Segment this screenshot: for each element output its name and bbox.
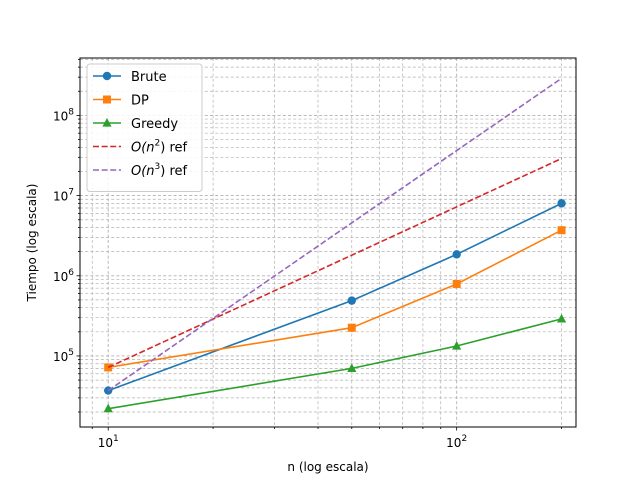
- data-point: [102, 71, 112, 81]
- x-axis-label: n (log escala): [287, 460, 368, 474]
- legend-entry: O(n3) ref: [93, 162, 188, 179]
- y-tick-label: 107: [53, 188, 74, 204]
- data-point: [557, 226, 566, 235]
- data-point: [556, 313, 567, 323]
- legend-entry: O(n2) ref: [93, 139, 188, 156]
- legend-entry: Brute: [93, 70, 167, 85]
- x-tick-label: 102: [446, 434, 467, 450]
- series-line: [107, 77, 563, 392]
- legend-label: Brute: [131, 70, 167, 85]
- series-line: [108, 229, 562, 369]
- legend-label: Greedy: [131, 117, 178, 132]
- ticks: 101 102 105 106 107 108: [53, 58, 562, 450]
- series-4: [107, 77, 563, 392]
- x-tick-label: 101: [98, 434, 119, 450]
- legend-box: [86, 63, 203, 192]
- legend-entry: Greedy: [93, 117, 178, 132]
- data-point: [102, 118, 112, 127]
- series-line: [107, 157, 562, 369]
- data-point: [347, 296, 356, 305]
- plot-frame: [79, 57, 577, 428]
- y-tick-label: 108: [53, 107, 74, 123]
- data-point: [557, 199, 566, 208]
- series-1: [104, 226, 566, 372]
- data-point: [104, 363, 113, 372]
- grid: [80, 58, 576, 427]
- legend-label: O(n3) ref: [131, 162, 188, 179]
- legend-label: DP: [131, 94, 149, 109]
- data-point: [452, 279, 461, 288]
- data-point: [347, 323, 356, 332]
- series-2: [103, 313, 567, 413]
- series-layer: [103, 77, 567, 413]
- data-point: [103, 403, 113, 413]
- legend-label: O(n2) ref: [131, 139, 188, 156]
- y-axis-label: Tiempo (log escala): [25, 184, 39, 303]
- y-tick-label: 105: [53, 348, 74, 364]
- y-tick-label: 106: [53, 268, 74, 284]
- series-line: [108, 318, 562, 410]
- data-point: [103, 95, 111, 104]
- data-point: [452, 341, 462, 350]
- data-point: [452, 250, 461, 259]
- legend-entry: DP: [93, 94, 149, 109]
- series-line: [107, 202, 562, 392]
- legend: Brute DP Greedy O(n2) ref O(n3) ref: [86, 63, 203, 192]
- series-3: [107, 157, 562, 369]
- data-point: [347, 363, 357, 372]
